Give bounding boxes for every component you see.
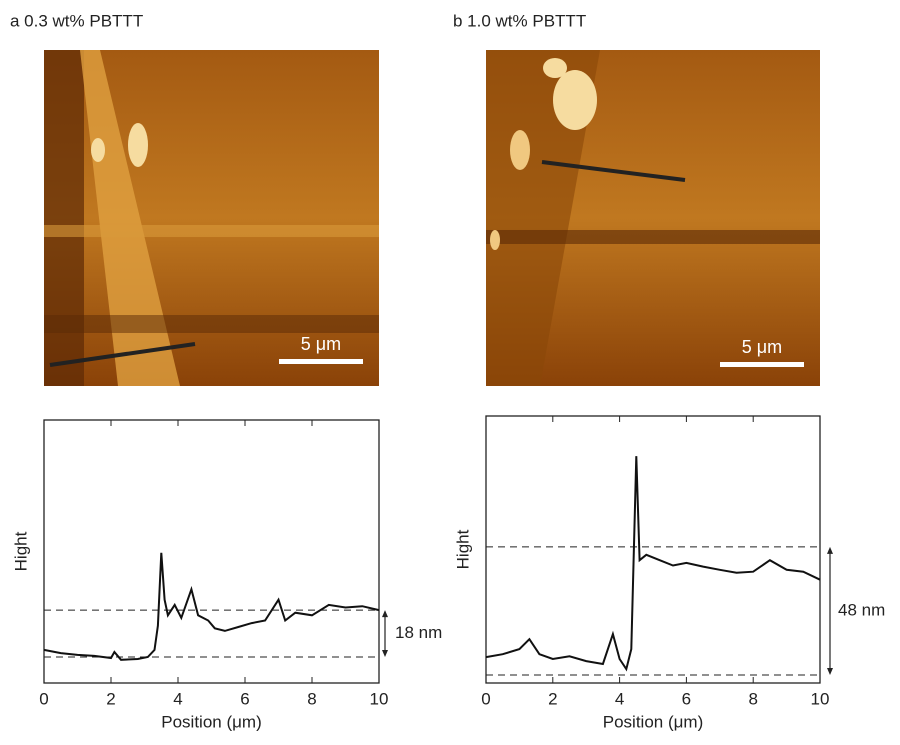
x-tick-label: 2 bbox=[106, 689, 115, 708]
x-tick-label: 10 bbox=[811, 689, 830, 708]
plot-frame bbox=[43, 419, 380, 684]
x-tick-label: 0 bbox=[481, 689, 490, 708]
panel-title: a 0.3 wt% PBTTT bbox=[10, 11, 143, 30]
x-axis-label: Position (μm) bbox=[603, 712, 703, 731]
x-tick-label: 6 bbox=[682, 689, 691, 708]
x-tick-label: 4 bbox=[173, 689, 182, 708]
x-tick-label: 8 bbox=[307, 689, 316, 708]
arrow-head bbox=[382, 649, 388, 657]
arrow-head bbox=[827, 667, 833, 675]
annotation: 18 nm bbox=[395, 623, 442, 642]
y-axis-label: Hight bbox=[453, 529, 472, 569]
afm-image bbox=[44, 50, 379, 386]
x-axis-label: Position (μm) bbox=[161, 712, 261, 731]
plot-frame bbox=[485, 415, 821, 684]
x-tick-label: 0 bbox=[39, 689, 48, 708]
annotation: 48 nm bbox=[838, 600, 885, 619]
arrow-head bbox=[382, 610, 388, 618]
scale-bar-label: 5 μm bbox=[301, 334, 341, 354]
profile-line bbox=[485, 456, 821, 672]
x-tick-label: 2 bbox=[548, 689, 557, 708]
arrow-head bbox=[827, 546, 833, 554]
x-tick-label: 4 bbox=[615, 689, 624, 708]
x-tick-label: 6 bbox=[240, 689, 249, 708]
x-tick-label: 8 bbox=[748, 689, 757, 708]
afm-image bbox=[486, 50, 820, 386]
panel-title: b 1.0 wt% PBTTT bbox=[453, 11, 586, 30]
x-tick-label: 10 bbox=[370, 689, 389, 708]
y-axis-label: Hight bbox=[11, 531, 30, 571]
scale-bar-label: 5 μm bbox=[742, 337, 782, 357]
profile-line bbox=[43, 552, 380, 661]
